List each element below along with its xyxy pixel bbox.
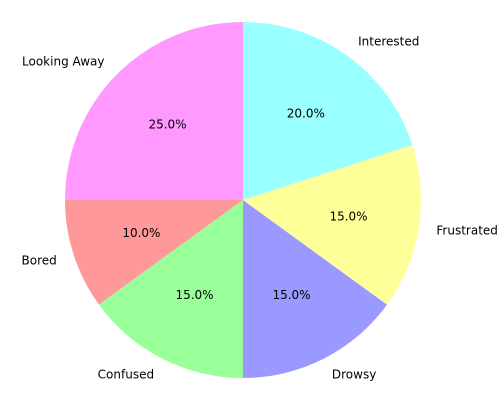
- slice-interested: [243, 21, 413, 201]
- slice-looking-away: [65, 22, 243, 200]
- pct-label-bored: 10.0%: [122, 226, 160, 240]
- slice-drowsy: [243, 200, 388, 378]
- slice-label-bored: Bored: [22, 254, 57, 268]
- pct-label-confused: 15.0%: [175, 288, 213, 302]
- slice-frustrated: [243, 144, 422, 305]
- pct-label-looking-away: 25.0%: [148, 118, 186, 132]
- pie-labels: 10.0% Bored 15.0% Confused 15.0% Drowsy 15.0% F…: [22, 35, 498, 382]
- pct-label-drowsy: 15.0%: [272, 288, 310, 302]
- slice-label-looking-away: Looking Away: [22, 55, 104, 69]
- pie-slices: [65, 21, 422, 378]
- slice-label-drowsy: Drowsy: [332, 368, 376, 382]
- slice-label-frustrated: Frustrated: [436, 224, 498, 238]
- slice-label-interested: Interested: [358, 35, 419, 49]
- pct-label-interested: 20.0%: [287, 107, 325, 121]
- slice-label-confused: Confused: [98, 368, 154, 382]
- slice-bored: [65, 200, 243, 305]
- pct-label-frustrated: 15.0%: [329, 210, 367, 224]
- slice-confused: [98, 200, 244, 378]
